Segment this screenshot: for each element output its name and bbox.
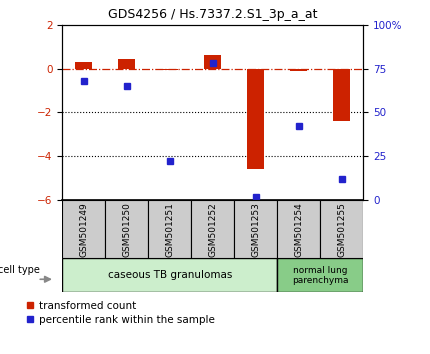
Text: normal lung
parenchyma: normal lung parenchyma: [292, 266, 349, 285]
Bar: [62, 258, 277, 292]
Bar: [191, 200, 234, 258]
Text: GSM501253: GSM501253: [252, 202, 260, 257]
Bar: [204, 56, 221, 69]
Text: cell type: cell type: [0, 265, 40, 275]
Bar: [105, 200, 148, 258]
Bar: [290, 69, 307, 71]
Bar: [118, 59, 135, 69]
Bar: [148, 200, 191, 258]
Bar: [161, 69, 178, 70]
Title: GDS4256 / Hs.7337.2.S1_3p_a_at: GDS4256 / Hs.7337.2.S1_3p_a_at: [108, 8, 318, 21]
Bar: [320, 200, 363, 258]
Text: caseous TB granulomas: caseous TB granulomas: [108, 270, 232, 280]
Text: GSM501251: GSM501251: [166, 202, 174, 257]
Bar: [62, 200, 105, 258]
Bar: [277, 200, 320, 258]
Bar: [247, 69, 264, 169]
Text: GSM501250: GSM501250: [123, 202, 131, 257]
Text: GSM501249: GSM501249: [80, 202, 88, 257]
Bar: [333, 69, 350, 121]
Text: GSM501252: GSM501252: [209, 202, 217, 257]
Text: GSM501255: GSM501255: [338, 202, 346, 257]
Bar: [75, 62, 92, 69]
Legend: transformed count, percentile rank within the sample: transformed count, percentile rank withi…: [27, 301, 215, 325]
Text: GSM501254: GSM501254: [295, 202, 303, 257]
Bar: [277, 258, 363, 292]
Bar: [234, 200, 277, 258]
